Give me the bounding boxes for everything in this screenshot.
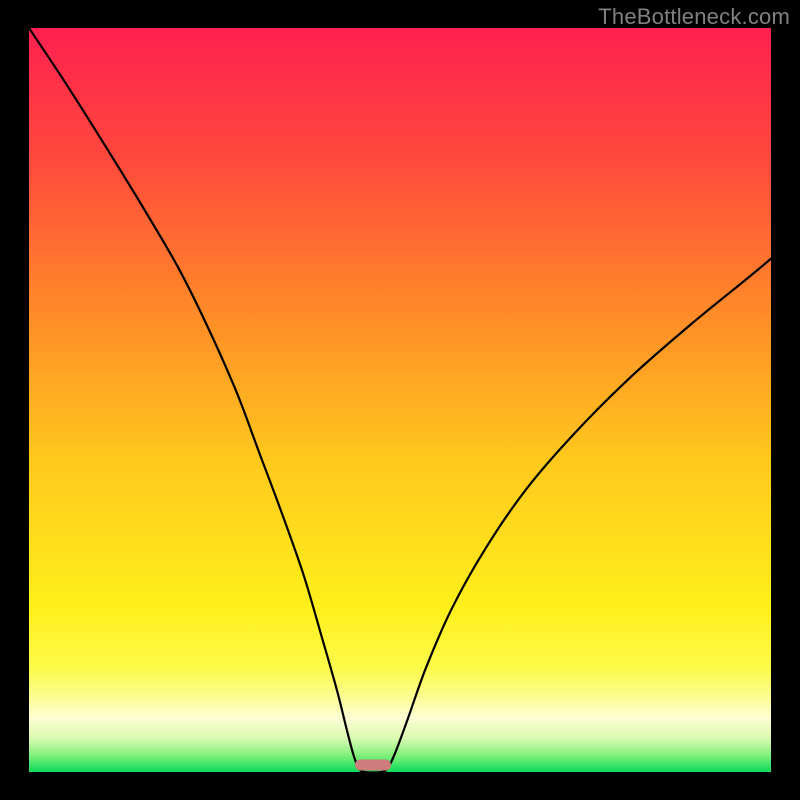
plot-area xyxy=(29,28,771,772)
watermark-text: TheBottleneck.com xyxy=(598,4,790,30)
optimum-marker xyxy=(355,759,391,770)
bottleneck-curve xyxy=(29,28,771,772)
